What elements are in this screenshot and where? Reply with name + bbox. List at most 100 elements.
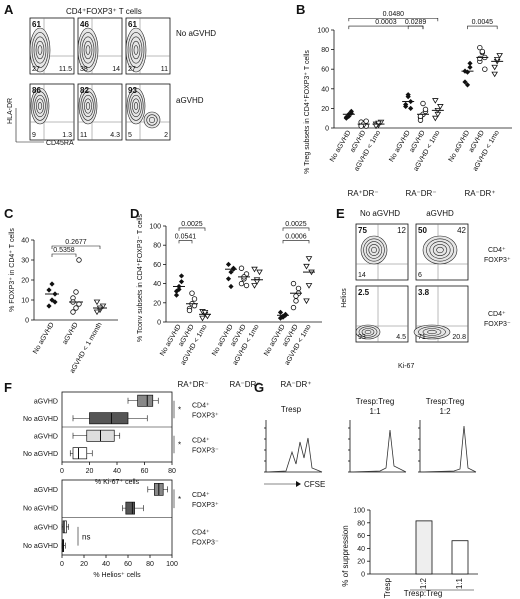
data-point [303, 298, 310, 305]
x-tick-label: 60 [124, 561, 132, 568]
flow-contour-a-ring [31, 32, 49, 68]
group-label-line1: CD4⁺ [192, 492, 210, 499]
significance-bracket [348, 25, 424, 30]
data-point [467, 64, 473, 70]
group-label-line2: FOXP3⁺ [192, 413, 219, 420]
panel-a-row2-label: aGVHD [176, 96, 204, 105]
flow-plot-e-frame [355, 223, 409, 281]
flow-quadrant-ll: 38 [80, 66, 88, 73]
x-tick-label: 60 [141, 468, 149, 475]
row-label: No aGVHD [23, 543, 58, 550]
y-tick-label: 80 [153, 243, 161, 250]
data-point [178, 279, 185, 285]
y-tick-label: 40 [321, 86, 329, 93]
panel-g-hist-title-2b: 1:1 [369, 407, 381, 416]
data-point [251, 266, 258, 273]
data-point [477, 55, 483, 62]
y-tick-label: 40 [21, 238, 29, 245]
data-point [251, 283, 258, 289]
panel-a-title: CD4⁺FOXP3⁺ T cells [66, 7, 142, 16]
data-point [375, 120, 382, 127]
data-point [408, 105, 414, 111]
y-tick-label: 0 [361, 572, 365, 579]
panel-e-row1-label-a: CD4⁺ [488, 247, 506, 254]
bar [451, 540, 469, 575]
significance-bracket [51, 253, 77, 257]
panel-f-ki67-boxplot: aGVHD No aGVHD aGVHD No aGVHD CD4⁺ FOXP3⁺ * CD4… [23, 391, 219, 486]
flow-contour-e-ring [422, 235, 458, 265]
y-tick-label: 20 [321, 106, 329, 113]
flow-contour-a-ring [37, 45, 43, 55]
box [125, 501, 135, 515]
data-point [238, 280, 245, 287]
y-tick-label: 80 [321, 47, 329, 54]
flow-contour-e-ring [429, 241, 451, 259]
bar [415, 520, 433, 575]
data-point [243, 282, 250, 289]
row-label: aGVHD [34, 524, 58, 531]
group-label: No aGVHD [32, 322, 56, 356]
panel-b-subset-3: RA⁻DR⁺ [464, 189, 495, 198]
data-point [225, 261, 232, 267]
flow-quadrant-ur: 42 [457, 226, 466, 235]
flow-contour-a-ring [81, 36, 95, 64]
group-label-line2: FOXP3⁻ [192, 539, 219, 546]
p-value: 0.0006 [285, 233, 307, 240]
cfse-histogram [265, 437, 323, 473]
sig-marker: * [178, 495, 181, 504]
significance-bracket [282, 240, 310, 244]
flow-quadrant-lr: 4.5 [396, 334, 406, 341]
panel-g-cfse-arrowhead [296, 481, 301, 487]
flow-quadrant-lr: 4.3 [110, 132, 120, 139]
panel-a-ylabel: HLA-DR [7, 98, 14, 124]
panel-b-ylabel: % Treg subsets in CD4⁺FOXP3⁺ T cells [304, 50, 311, 174]
data-point [491, 64, 498, 71]
flow-quadrant-ul: 82 [80, 86, 89, 95]
panel-g-histograms [264, 420, 477, 473]
group-label: No aGVHD [329, 130, 353, 164]
data-point [173, 292, 180, 298]
row-label: aGVHD [34, 398, 58, 405]
panel-f: F aGVHD No aGVHD aGVHD No aGVHD CD4⁺ FOXP3⁺ * C… [4, 380, 219, 579]
flow-quadrant-ul: 46 [80, 20, 89, 29]
y-tick-label: 20 [153, 300, 161, 307]
panel-g-cfse-label: CFSE [304, 480, 325, 489]
flow-contour-e-ring [371, 246, 377, 254]
flow-contour-e-ring [368, 244, 380, 256]
p-value: 0.0045 [472, 19, 494, 26]
y-tick-label: 100 [149, 224, 161, 231]
panel-e-row2-label-b: FOXP3⁻ [484, 321, 511, 328]
x-tick-label: 0 [60, 468, 64, 475]
p-value: 0.0003 [375, 19, 397, 26]
data-point [477, 44, 483, 51]
flow-contour-a-ring [33, 36, 47, 64]
flow-contour-e-ring [436, 246, 444, 254]
y-tick-label: 40 [153, 281, 161, 288]
flow-contour-a-ring [35, 40, 45, 60]
panel-e-flow-plots: 75 12 14 50 42 6 2.5 93 4.5 3.8 71 20.8 [355, 223, 469, 343]
significance-bracket [51, 245, 101, 249]
data-point [496, 53, 503, 59]
y-tick-label: 0 [25, 318, 29, 325]
box [89, 412, 129, 425]
panel-d-ylabel: % Tconv subsets in CD4⁺FOXP3⁻ T cells [137, 214, 144, 342]
x-tick-label: 80 [146, 561, 154, 568]
panel-e-xlabel: Ki-67 [398, 363, 414, 370]
panel-g-hist-title-2a: Tresp:Treg [356, 397, 395, 406]
sig-marker: * [178, 406, 181, 415]
box [137, 394, 154, 407]
data-point [228, 283, 234, 290]
panel-g-hist-title-3b: 1:2 [439, 407, 451, 416]
data-point [93, 309, 101, 316]
significance-bracket [178, 240, 193, 244]
data-point [363, 118, 369, 124]
cfse-histogram [349, 429, 407, 473]
y-tick-label: 80 [357, 520, 365, 527]
panel-b: B % Treg subsets in CD4⁺FOXP3⁺ T cells 0… [296, 2, 512, 198]
flow-contour-e-ring [358, 326, 378, 338]
flow-contour-e-ring [360, 235, 388, 265]
